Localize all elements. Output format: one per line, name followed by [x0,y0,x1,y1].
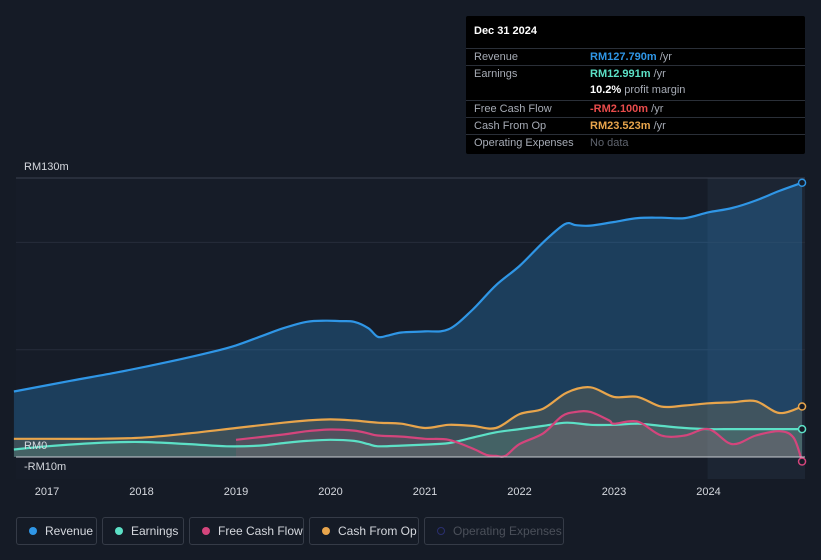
tooltip-value: No data [590,137,629,149]
cfo-end-marker [797,402,807,411]
legend-label: Operating Expenses [453,524,562,538]
revenue-line [13,181,803,393]
fcf-area [236,411,803,462]
y-tick-label-top: RM130m [24,161,69,173]
legend-item-cash-from-op[interactable]: Cash From Op [309,517,419,545]
x-tick-label: 2024 [696,486,720,498]
y-tick-label-bottom: -RM10m [24,461,66,473]
legend-label: Cash From Op [338,524,417,538]
legend-item-operating-expenses[interactable]: Operating Expenses [424,517,564,545]
opex-legend-dot-icon [437,527,445,535]
tooltip-unit: profit margin [624,84,686,96]
tooltip-row-fcf: Free Cash Flow -RM2.100m /yr [466,100,805,118]
cfo-area [13,387,803,457]
earnings-line [13,421,803,451]
data-tooltip: Dec 31 2024 Revenue RM127.790m /yr Earni… [466,16,805,154]
tooltip-row-cfo: Cash From Op RM23.523m /yr [466,117,805,135]
tooltip-value: RM127.790m [590,51,657,63]
tooltip-row-margin: 10.2% profit margin [466,82,805,99]
tooltip-value: RM23.523m [590,120,651,132]
fcf-line [235,410,804,462]
x-tick-label: 2019 [224,486,248,498]
cfo-line [13,386,803,440]
tooltip-label: Operating Expenses [474,137,574,149]
tooltip-row-opex: Operating Expenses No data [466,134,805,152]
revenue-end-marker [797,178,807,187]
revenue-legend-dot-icon [29,527,37,535]
legend-item-earnings[interactable]: Earnings [102,517,184,545]
tooltip-value: 10.2% [590,84,622,96]
revenue-area [13,182,803,457]
tooltip-row-earnings: Earnings RM12.991m /yr [466,65,805,83]
fcf-end-marker [797,457,807,466]
tooltip-unit: /yr [651,103,664,115]
earnings-legend-dot-icon [115,527,123,535]
legend-label: Earnings [131,524,179,538]
plot-background [16,178,805,479]
tooltip-date: Dec 31 2024 [474,25,537,37]
tooltip-value: RM12.991m [590,68,651,80]
tooltip-value: -RM2.100m [590,103,649,115]
earnings-area [13,422,803,457]
legend-item-revenue[interactable]: Revenue [16,517,97,545]
cfo-legend-dot-icon [322,527,330,535]
x-tick-label: 2022 [507,486,531,498]
x-tick-label: 2023 [602,486,626,498]
tooltip-row-revenue: Revenue RM127.790m /yr [466,48,805,66]
tooltip-label: Free Cash Flow [474,103,552,115]
tooltip-unit: /yr [659,51,672,63]
legend-label: Revenue [45,524,94,538]
x-tick-label: 2020 [318,486,342,498]
fcf-legend-dot-icon [202,527,210,535]
earnings-end-marker [797,424,807,434]
tooltip-label: Earnings [474,68,518,80]
legend-label: Free Cash Flow [218,524,303,538]
x-tick-label: 2018 [129,486,153,498]
y-tick-label-zero: RM0 [24,440,47,452]
tooltip-unit: /yr [653,120,666,132]
tooltip-label: Cash From Op [474,120,547,132]
x-tick-label: 2021 [413,486,437,498]
tooltip-label: Revenue [474,51,519,63]
legend-item-free-cash-flow[interactable]: Free Cash Flow [189,517,304,545]
tooltip-unit: /yr [653,68,666,80]
x-tick-label: 2017 [35,486,59,498]
